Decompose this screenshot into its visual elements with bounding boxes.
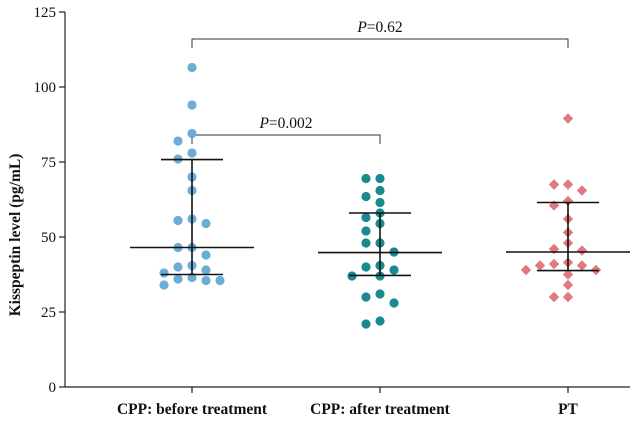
data-point: [361, 226, 371, 236]
y-tick-label: 0: [49, 380, 57, 396]
data-point: [173, 262, 183, 272]
p-value: =0.002: [269, 115, 313, 132]
data-point: [361, 238, 371, 248]
data-point: [173, 136, 183, 146]
data-point-diamond: [562, 279, 574, 291]
data-point: [173, 274, 183, 284]
data-point: [375, 316, 385, 326]
p-symbol: P: [258, 115, 269, 132]
data-point-diamond: [548, 258, 560, 270]
data-point: [361, 292, 371, 302]
data-point: [201, 218, 211, 229]
data-point: [159, 268, 169, 278]
summary-bars: [130, 158, 630, 277]
data-point: [173, 215, 183, 226]
y-tick-label: 75: [41, 155, 56, 171]
data-point: [201, 265, 211, 275]
data-point: [361, 262, 371, 272]
data-point: [389, 265, 399, 275]
data-point: [361, 191, 371, 202]
significance-bracket: [191, 134, 381, 144]
data-point-diamond: [548, 179, 560, 190]
data-point: [375, 185, 385, 196]
data-point: [187, 148, 197, 158]
p-value: =0.62: [367, 19, 403, 36]
x-category-label: CPP: before treatment: [117, 401, 268, 418]
data-point: [361, 173, 371, 184]
data-point: [389, 298, 399, 308]
x-category-label: PT: [558, 401, 578, 418]
data-point-diamond: [562, 269, 574, 280]
data-point-diamond: [520, 264, 532, 276]
data-point: [361, 212, 371, 223]
data-points: [159, 62, 602, 329]
data-point: [215, 275, 225, 286]
y-tick-label: 125: [34, 5, 57, 21]
data-point: [187, 100, 197, 110]
y-axis-label: Kisspeptin level (pg/mL): [7, 154, 24, 317]
data-point: [187, 128, 197, 139]
data-point: [159, 280, 169, 290]
data-point-diamond: [562, 195, 574, 207]
data-point-diamond: [562, 179, 574, 190]
axes: 0 25 50 75 100 125 CPP: before treatment CPP: a…: [34, 5, 630, 418]
p-value-label: P=0.002: [258, 115, 312, 132]
data-point: [375, 173, 385, 184]
data-point: [187, 62, 197, 73]
data-point: [375, 197, 385, 208]
y-tick-label: 25: [41, 305, 56, 321]
data-point: [201, 250, 211, 260]
data-point-diamond: [576, 185, 588, 196]
data-point: [361, 319, 371, 329]
p-value-label: P=0.62: [356, 19, 402, 36]
p-symbol: P: [356, 19, 367, 36]
data-point-diamond: [576, 245, 588, 256]
y-tick-label: 100: [34, 80, 57, 96]
data-point: [201, 275, 211, 286]
x-category-label: CPP: after treatment: [310, 401, 451, 418]
data-point-diamond: [562, 113, 574, 124]
data-point-diamond: [534, 260, 546, 271]
data-point-diamond: [548, 291, 560, 303]
data-point-diamond: [562, 291, 574, 303]
data-point: [375, 289, 385, 299]
y-tick-label: 50: [41, 230, 56, 246]
data-point-diamond: [576, 260, 588, 271]
significance-bracket: [191, 38, 569, 48]
